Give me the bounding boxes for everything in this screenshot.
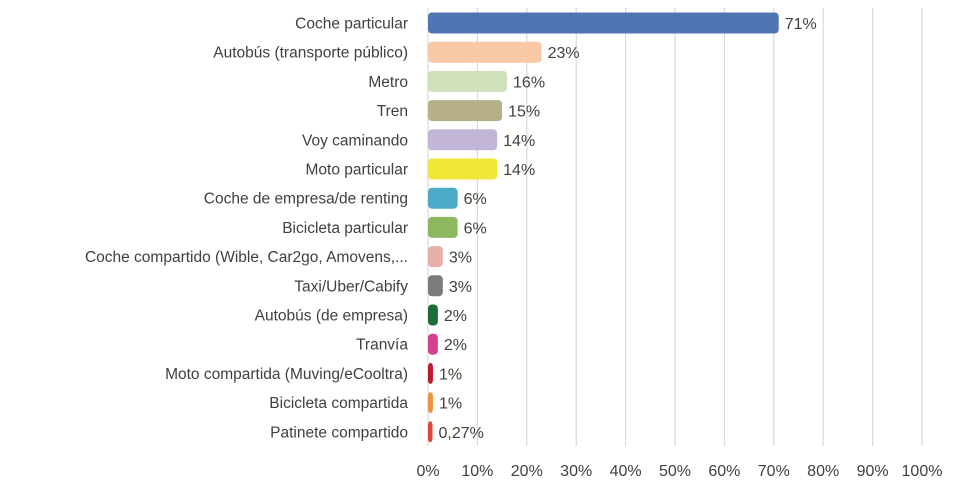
bar-8 bbox=[428, 216, 458, 238]
x-tick-label-40: 40% bbox=[610, 463, 642, 480]
value-label-4: 15% bbox=[508, 104, 540, 121]
category-labels: Coche particular Autobús (transporte públ… bbox=[85, 16, 408, 442]
bar-12 bbox=[428, 333, 438, 355]
value-label-7: 6% bbox=[464, 191, 487, 208]
value-label-2: 23% bbox=[548, 45, 580, 62]
category-label-5: Voy caminando bbox=[302, 132, 408, 149]
bar-6 bbox=[428, 158, 498, 180]
bar-11 bbox=[428, 304, 438, 326]
bar-10 bbox=[428, 275, 443, 297]
category-label-13: Moto compartida (Muving/eCooltra) bbox=[165, 366, 408, 383]
x-tick-label-100: 100% bbox=[902, 463, 943, 480]
value-label-10: 3% bbox=[449, 279, 472, 296]
value-label-5: 14% bbox=[503, 133, 535, 150]
value-label-13: 1% bbox=[439, 366, 462, 383]
bar-2 bbox=[428, 41, 542, 63]
x-tick-label-90: 90% bbox=[857, 463, 889, 480]
category-label-2: Autobús (transporte público) bbox=[213, 45, 408, 62]
category-label-11: Autobús (de empresa) bbox=[255, 308, 408, 325]
category-label-6: Moto particular bbox=[305, 162, 408, 179]
bar-15 bbox=[428, 421, 433, 443]
category-label-12: Tranvía bbox=[356, 337, 408, 354]
category-label-9: Coche compartido (Wible, Car2go, Amovens… bbox=[85, 249, 408, 266]
value-label-12: 2% bbox=[444, 337, 467, 354]
category-label-7: Coche de empresa/de renting bbox=[204, 191, 408, 208]
bar-13 bbox=[428, 362, 433, 384]
bar-5 bbox=[428, 129, 498, 151]
category-label-8: Bicicleta particular bbox=[282, 220, 408, 237]
x-tick-label-0: 0% bbox=[416, 463, 439, 480]
bar-3 bbox=[428, 70, 508, 92]
value-label-11: 2% bbox=[444, 308, 467, 325]
x-tick-label-10: 10% bbox=[461, 463, 493, 480]
category-label-10: Taxi/Uber/Cabify bbox=[294, 278, 408, 295]
category-label-4: Tren bbox=[377, 103, 408, 120]
bar-4 bbox=[428, 100, 503, 122]
bars bbox=[428, 12, 779, 443]
value-labels: 71% 23%16% 15% 14% 14% 6% 6% 3% 3% 2% 2% 1% 1% 0,27% bbox=[439, 16, 817, 442]
x-tick-label-50: 50% bbox=[659, 463, 691, 480]
value-label-14: 1% bbox=[439, 396, 462, 413]
category-label-1: Coche particular bbox=[295, 16, 408, 33]
category-label-14: Bicicleta compartida bbox=[269, 395, 408, 412]
value-label-1: 71% bbox=[785, 16, 817, 33]
value-label-3: 16% bbox=[513, 74, 545, 91]
value-label-8: 6% bbox=[464, 220, 487, 237]
value-label-15: 0,27% bbox=[439, 425, 484, 442]
value-label-9: 3% bbox=[449, 250, 472, 267]
x-axis-tick-labels: 0% 10% 20% 30% 40% 50% 60% 70% 80% 90% 100% bbox=[416, 463, 942, 480]
x-tick-label-30: 30% bbox=[560, 463, 592, 480]
x-tick-label-60: 60% bbox=[708, 463, 740, 480]
x-tick-label-20: 20% bbox=[511, 463, 543, 480]
bar-7 bbox=[428, 187, 458, 209]
bar-9 bbox=[428, 246, 443, 268]
category-label-3: Metro bbox=[368, 74, 408, 91]
value-label-6: 14% bbox=[503, 162, 535, 179]
x-tick-label-70: 70% bbox=[758, 463, 790, 480]
bar-14 bbox=[428, 392, 433, 414]
category-label-15: Patinete compartido bbox=[270, 424, 408, 441]
x-tick-label-80: 80% bbox=[807, 463, 839, 480]
bar-1 bbox=[428, 12, 779, 34]
